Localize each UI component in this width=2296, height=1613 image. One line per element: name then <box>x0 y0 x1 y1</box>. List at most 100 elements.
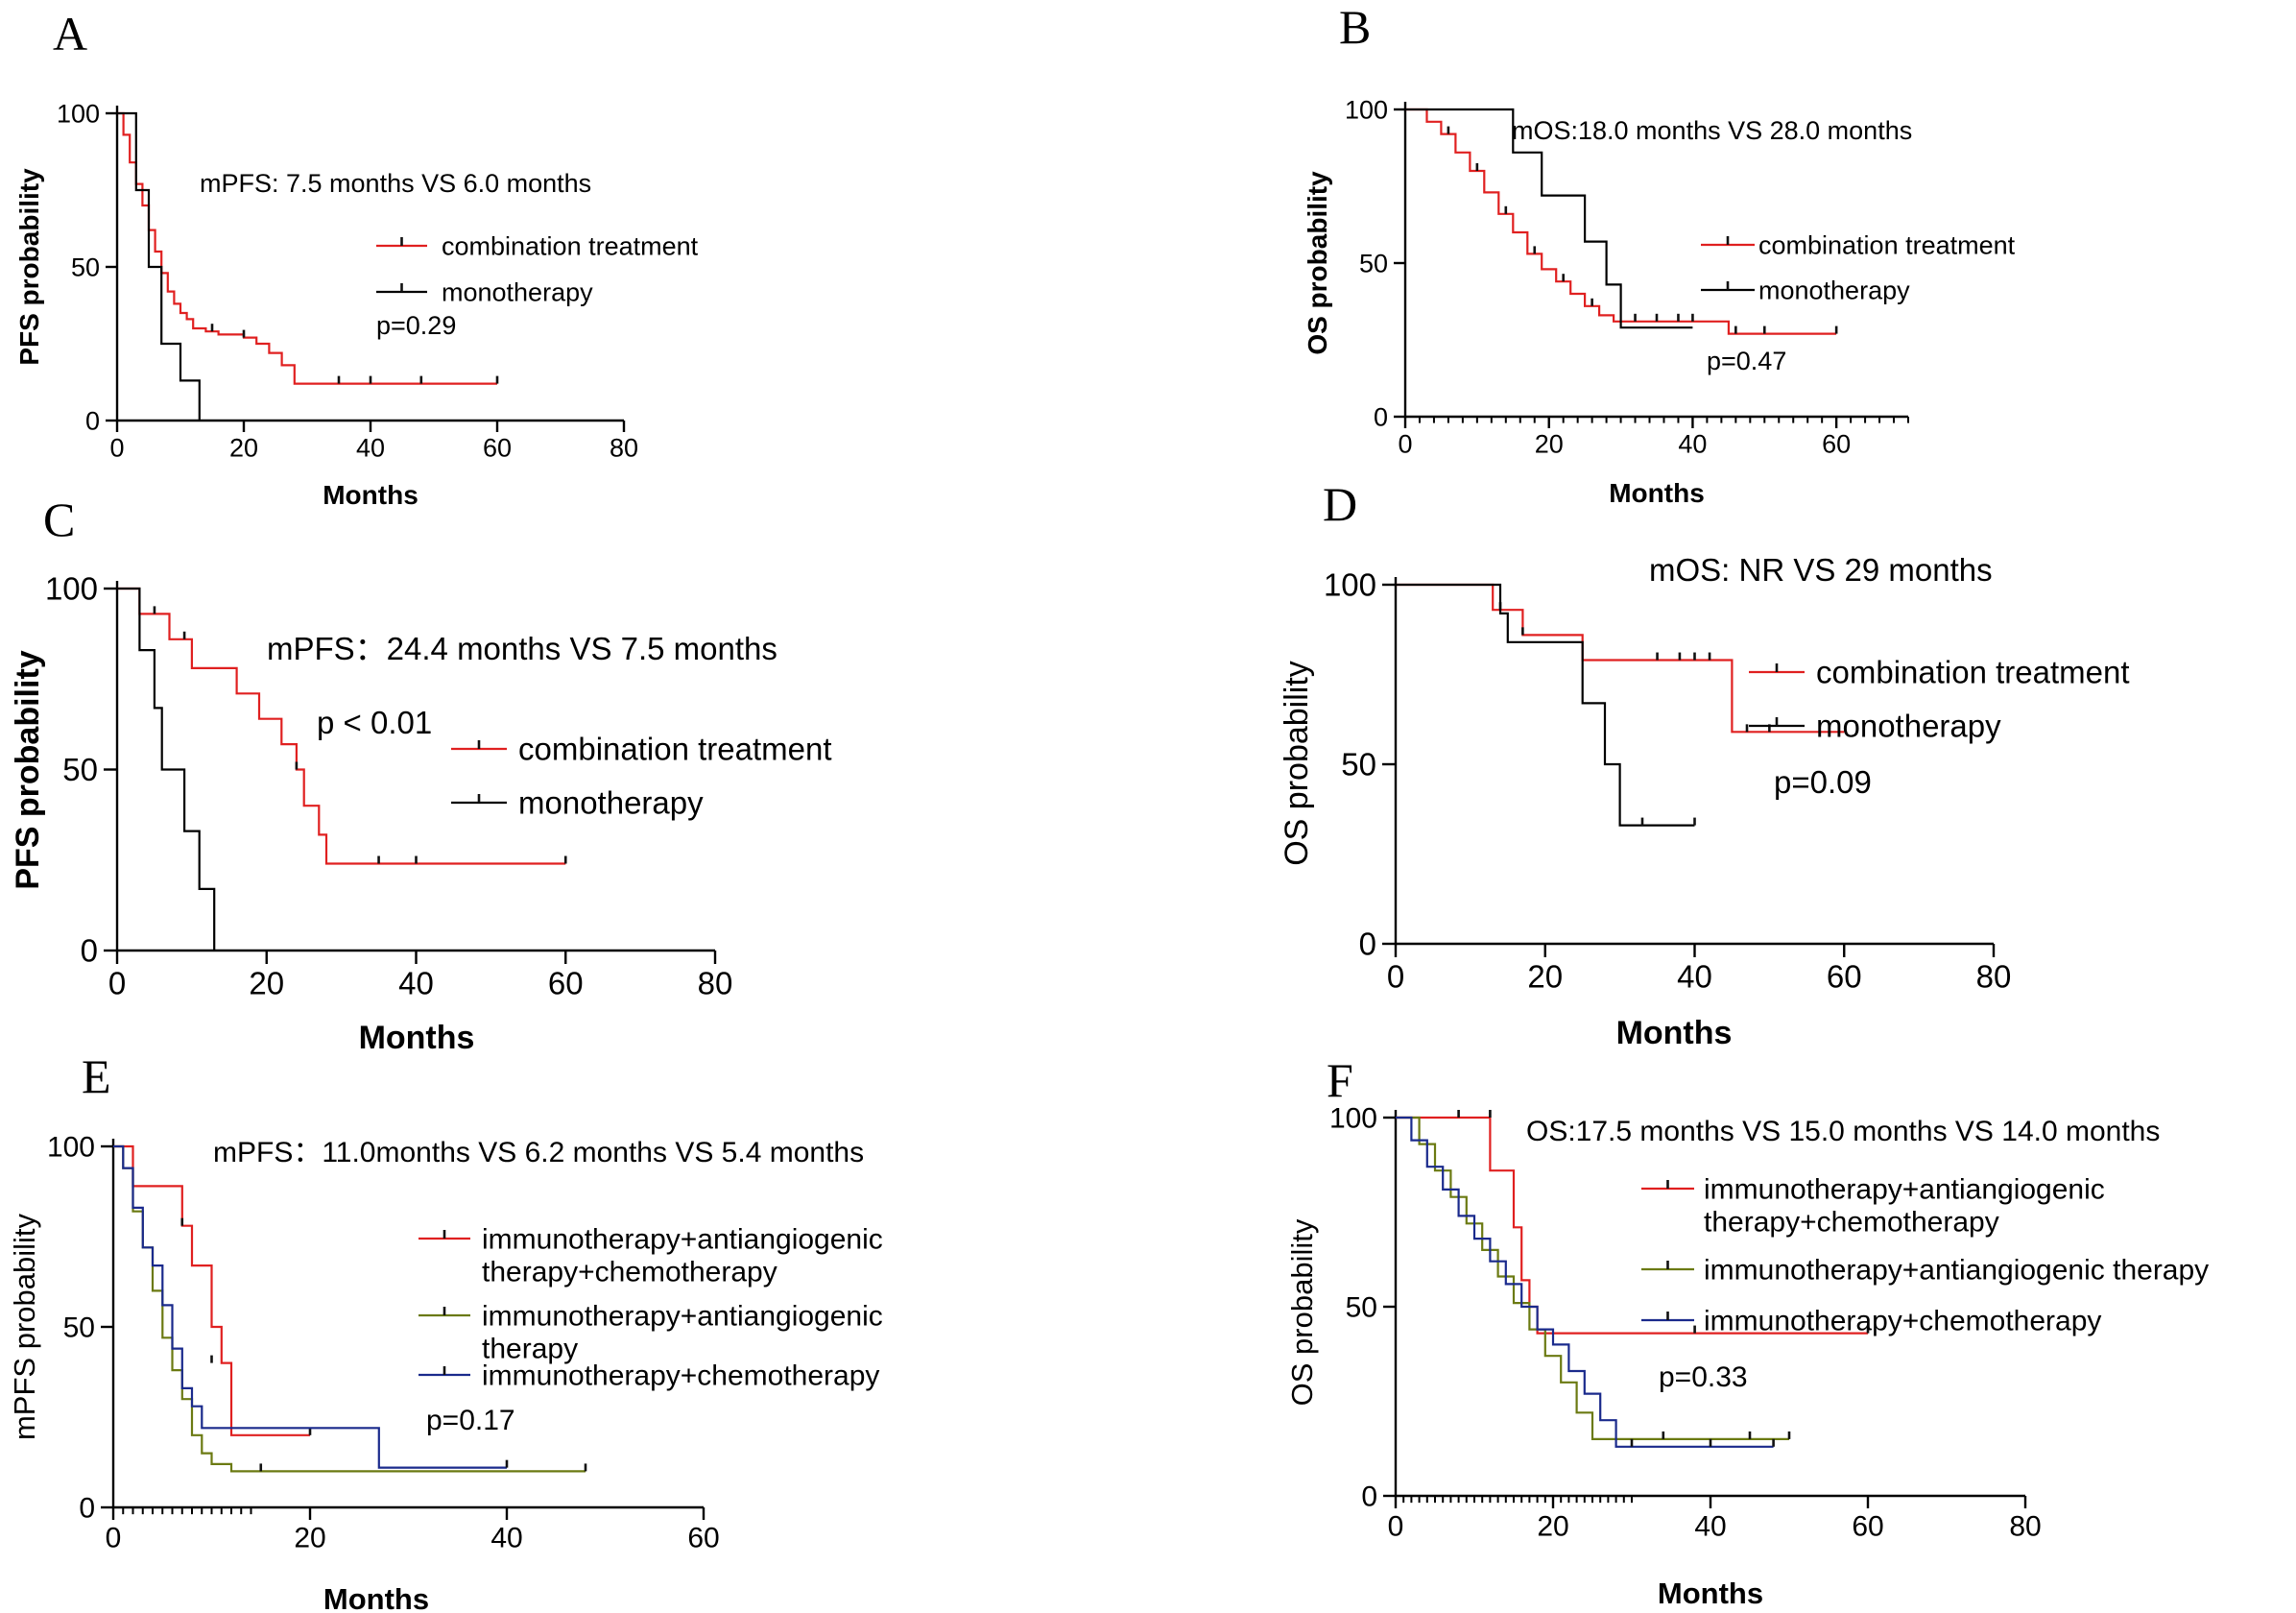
x-tick-label: 0 <box>109 434 124 463</box>
x-tick-label: 40 <box>1677 958 1712 994</box>
y-tick-label: 0 <box>1359 927 1376 962</box>
y-tick-label: 100 <box>1324 567 1376 603</box>
panel-letter: B <box>1339 0 1371 54</box>
panel-letter: A <box>53 7 87 60</box>
x-tick-label: 0 <box>1388 1511 1404 1543</box>
median-annotation: mOS:18.0 months VS 28.0 months <box>1512 116 1912 145</box>
x-tick-label: 40 <box>398 965 434 1000</box>
y-tick-label: 0 <box>85 406 100 435</box>
panel-b: B 0 20 40 60 0 50 100 Months OS probability mOS:18… <box>1303 0 2016 508</box>
x-axis-label: Months <box>323 480 419 510</box>
legend-label: monotherapy <box>442 277 593 306</box>
panel-letter: C <box>43 493 75 546</box>
series-line-2 <box>117 111 201 421</box>
x-axis-label: Months <box>359 1020 475 1056</box>
y-tick-label: 50 <box>63 1312 95 1344</box>
series-line-1 <box>113 1144 310 1436</box>
x-tick-label: 40 <box>356 434 385 463</box>
median-annotation: mPFS：11.0months VS 6.2 months VS 5.4 mon… <box>213 1137 864 1168</box>
p-value: p=0.09 <box>1774 764 1872 800</box>
x-tick-label: 20 <box>249 965 284 1000</box>
x-tick-label: 60 <box>548 965 584 1000</box>
legend-label: monotherapy <box>1758 276 1910 304</box>
y-tick-label: 100 <box>47 1132 95 1164</box>
series-line-3 <box>113 1144 507 1469</box>
legend-label: immunotherapy+antiangiogenic <box>482 1301 883 1333</box>
x-axis-label: Months <box>1616 1015 1733 1051</box>
panel-letter: D <box>1323 477 1357 531</box>
median-annotation: mPFS：24.4 months VS 7.5 months <box>267 631 777 666</box>
x-tick-label: 60 <box>483 434 512 463</box>
median-annotation: OS:17.5 months VS 15.0 months VS 14.0 mo… <box>1526 1116 2160 1147</box>
panel-c: C 0 20 40 60 80 0 50 100 Months PFS probability mPF… <box>10 493 832 1056</box>
x-tick-label: 80 <box>610 434 638 463</box>
panel-letter: E <box>82 1049 111 1103</box>
y-axis-label: PFS probability <box>14 168 44 366</box>
p-value: p=0.29 <box>376 311 456 340</box>
median-annotation: mOS: NR VS 29 months <box>1649 552 1993 588</box>
x-tick-label: 60 <box>1852 1511 1883 1543</box>
series-line-2 <box>1396 583 1695 827</box>
legend-label: immunotherapy+antiangiogenic <box>482 1224 883 1256</box>
y-tick-label: 50 <box>1359 249 1388 277</box>
y-tick-label: 100 <box>45 571 98 607</box>
y-tick-label: 100 <box>1329 1103 1377 1135</box>
x-tick-label: 0 <box>106 1523 122 1554</box>
x-tick-label: 0 <box>1398 430 1412 459</box>
series-line-1 <box>117 111 497 385</box>
x-tick-label: 80 <box>1976 958 2012 994</box>
legend-label: monotherapy <box>1816 709 2001 744</box>
y-axis-label: mPFS probability <box>8 1213 41 1440</box>
y-tick-label: 0 <box>79 1493 95 1525</box>
y-axis-label: OS probability <box>1303 171 1332 355</box>
panel-e: E 0 20 40 60 0 50 100 Months mPFS probability mPFS… <box>8 1049 883 1613</box>
x-tick-label: 60 <box>1822 430 1851 459</box>
legend-label: combination treatment <box>518 732 832 767</box>
y-tick-label: 0 <box>1374 402 1388 431</box>
x-tick-label: 80 <box>698 965 733 1000</box>
panel-a: A 0 20 40 60 80 0 50 100 Months PFS probability mPF… <box>14 7 699 510</box>
y-tick-label: 50 <box>1346 1292 1377 1324</box>
panel-d: D 0 20 40 60 80 0 50 100 Months OS probability mOS:… <box>1279 477 2130 1051</box>
x-tick-label: 20 <box>1535 430 1564 459</box>
legend-label: immunotherapy+chemotherapy <box>482 1360 879 1392</box>
x-tick-label: 20 <box>229 434 258 463</box>
legend-label: combination treatment <box>1758 230 2016 259</box>
y-tick-label: 50 <box>62 752 98 787</box>
legend-label: combination treatment <box>1816 655 2130 690</box>
y-tick-label: 100 <box>1345 95 1388 124</box>
p-value: p=0.47 <box>1707 347 1786 375</box>
y-axis-label: OS probability <box>1279 661 1315 866</box>
y-tick-label: 0 <box>81 933 98 969</box>
x-tick-label: 20 <box>294 1523 325 1554</box>
panel-letter: F <box>1327 1053 1353 1107</box>
y-axis-label: OS probability <box>1285 1218 1319 1406</box>
x-tick-label: 40 <box>1694 1511 1726 1543</box>
x-tick-label: 60 <box>1827 958 1862 994</box>
x-tick-label: 20 <box>1527 958 1563 994</box>
x-tick-label: 40 <box>1678 430 1707 459</box>
series-line-3 <box>1396 1116 1774 1448</box>
legend-label: therapy+chemotherapy <box>482 1257 777 1288</box>
series-line-1 <box>1405 108 1837 335</box>
p-value: p=0.33 <box>1659 1361 1748 1393</box>
legend-label: combination treatment <box>442 231 699 260</box>
x-axis-label: Months <box>323 1582 429 1613</box>
series-line-2 <box>117 587 216 951</box>
x-tick-label: 0 <box>108 965 126 1000</box>
p-value: p=0.17 <box>426 1405 515 1436</box>
x-tick-label: 20 <box>1537 1511 1568 1543</box>
legend-label: immunotherapy+antiangiogenic <box>1704 1174 2105 1206</box>
y-tick-label: 50 <box>71 253 100 281</box>
panel-f: F 0 20 40 60 80 0 50 100 Months OS probability OS:1… <box>1285 1053 2209 1610</box>
p-value: p < 0.01 <box>317 705 432 740</box>
x-axis-label: Months <box>1609 478 1705 508</box>
y-tick-label: 100 <box>57 99 100 128</box>
x-axis-label: Months <box>1658 1577 1763 1610</box>
x-tick-label: 80 <box>2009 1511 2041 1543</box>
series-line-2 <box>1405 108 1693 329</box>
legend-label: monotherapy <box>518 785 704 821</box>
legend-label: therapy+chemotherapy <box>1704 1207 1999 1239</box>
x-tick-label: 40 <box>490 1523 522 1554</box>
